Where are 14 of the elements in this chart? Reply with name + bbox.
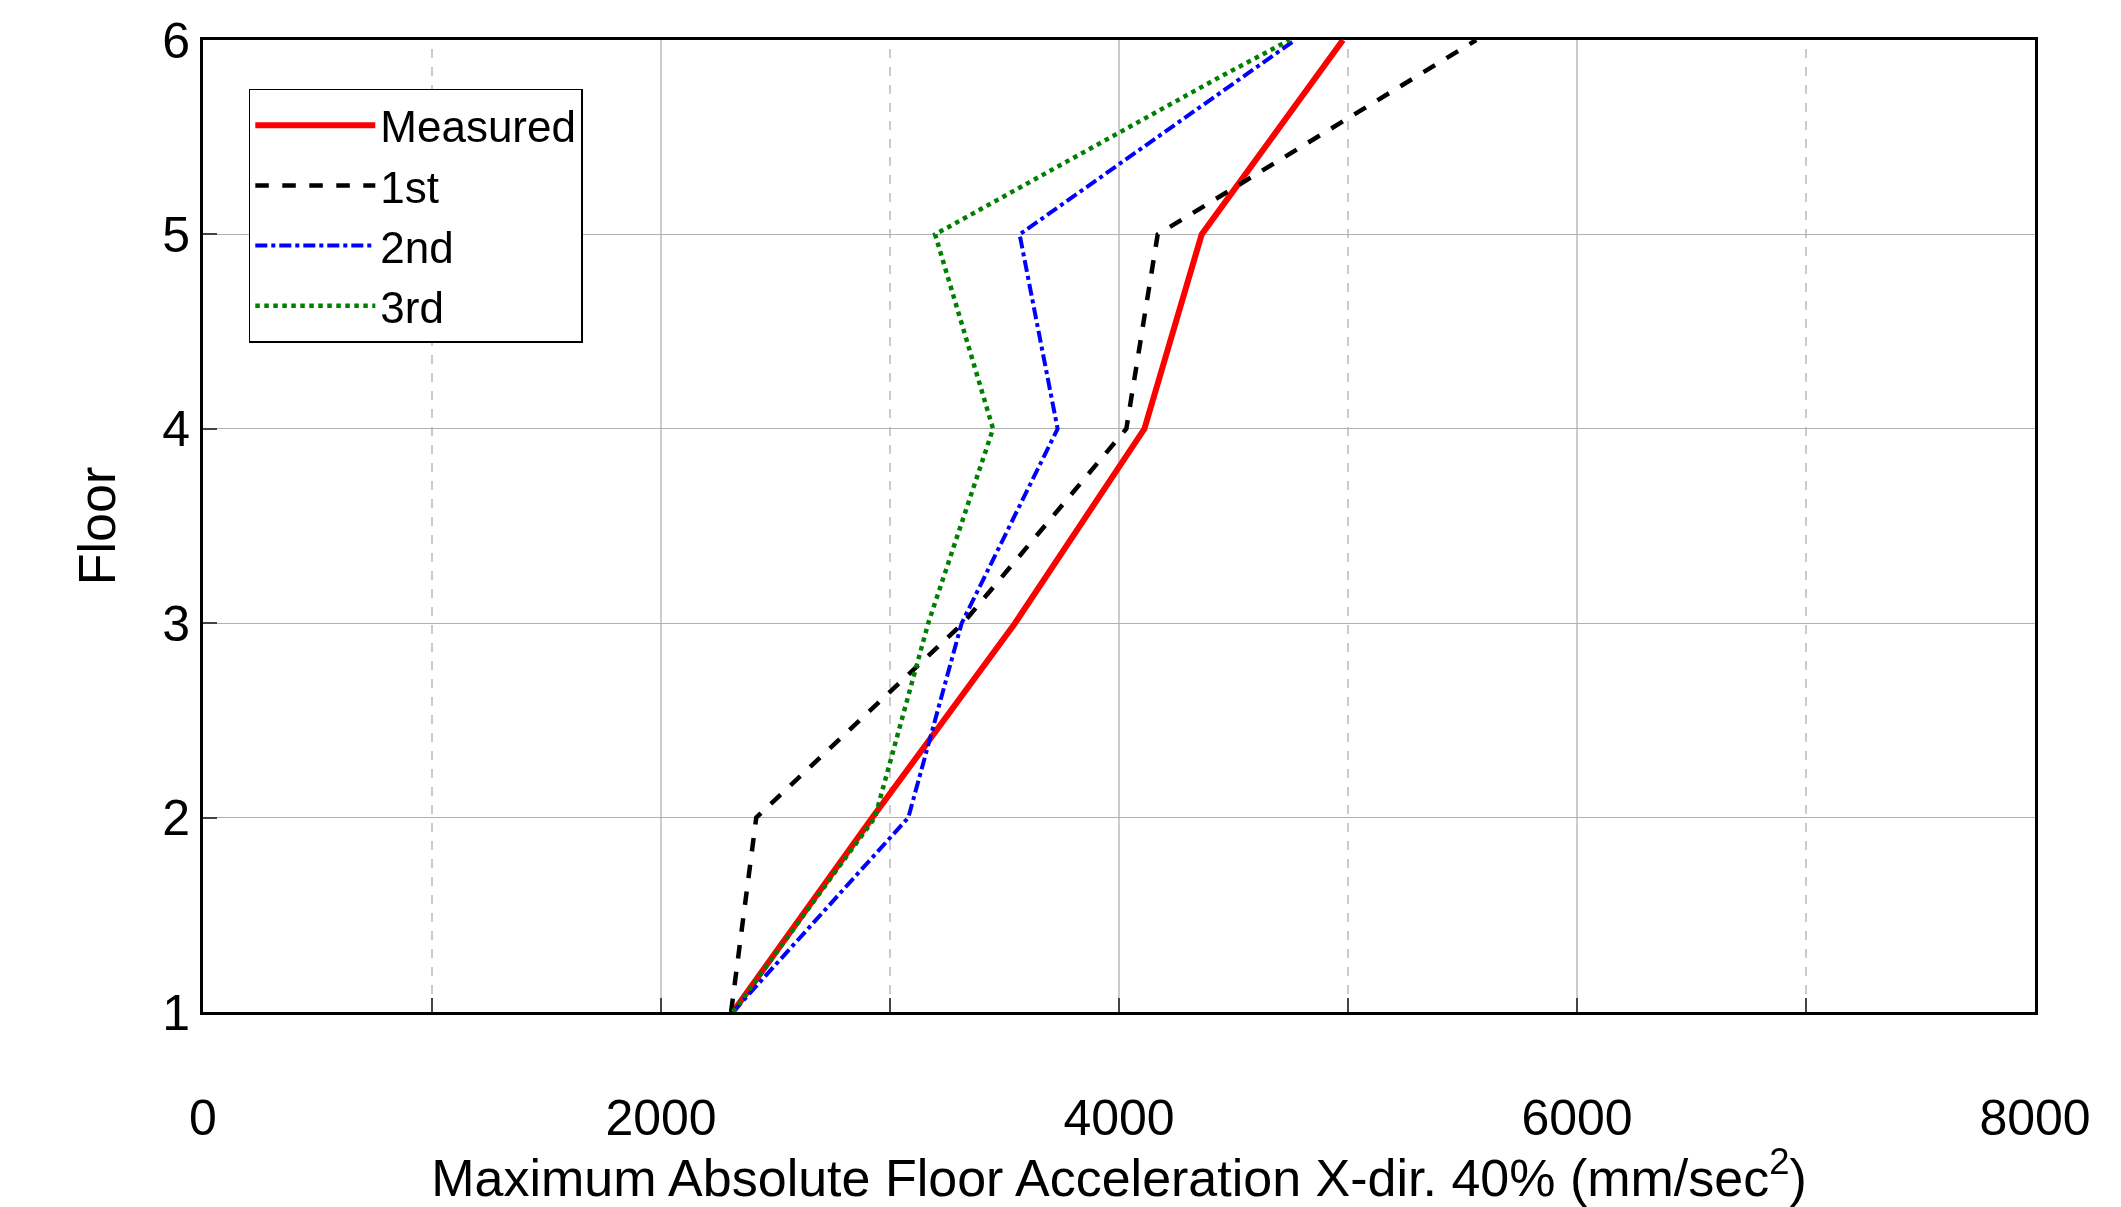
line-series — [728, 40, 1479, 1012]
y-tick-label: 4 — [162, 401, 190, 458]
legend-label: 3rd — [380, 282, 444, 332]
y-axis-title: Floor — [68, 466, 127, 586]
y-tick-label: 6 — [162, 12, 190, 69]
x-tick-label: 8000 — [1979, 1090, 2091, 1146]
y-tick-label: 5 — [162, 206, 190, 263]
y-tick-label: 2 — [162, 790, 190, 847]
legend-label: Measured — [380, 102, 576, 152]
x-tick-label: 0 — [189, 1090, 217, 1146]
legend-label: 1st — [380, 162, 439, 212]
y-tick-label: 3 — [162, 595, 190, 652]
legend-label: 2nd — [380, 222, 454, 272]
y-tick-label: 1 — [162, 984, 190, 1041]
